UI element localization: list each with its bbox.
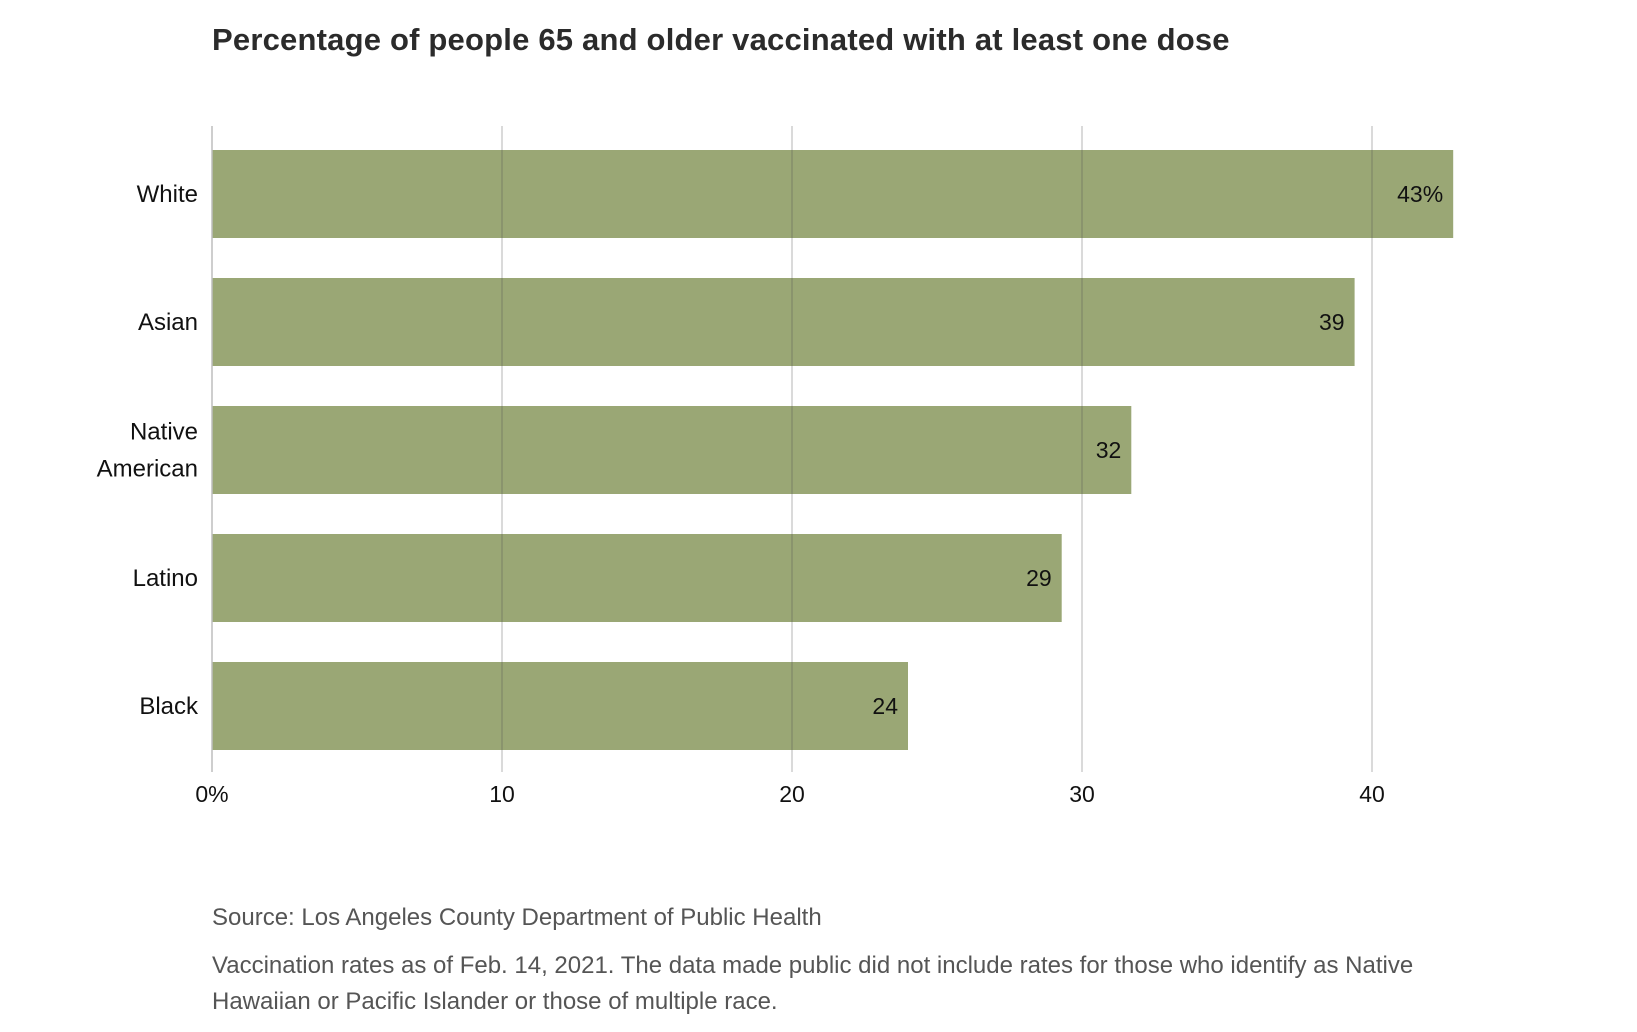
data-label: 29 xyxy=(1026,565,1052,591)
category-label: White xyxy=(137,181,198,208)
data-label: 43% xyxy=(1397,181,1443,207)
x-tick-label: 0% xyxy=(195,781,228,807)
x-tick-labels: 0% 10 20 30 40 xyxy=(195,781,1384,807)
bars xyxy=(212,150,1454,750)
x-tick-label: 40 xyxy=(1359,781,1385,807)
data-label: 39 xyxy=(1319,309,1345,335)
category-label: Black xyxy=(139,693,199,720)
data-label: 24 xyxy=(872,693,898,719)
chart-title: Percentage of people 65 and older vaccin… xyxy=(212,22,1230,57)
x-tick-label: 20 xyxy=(779,781,805,807)
bar-chart: 43% 39 32 29 24 White Asian Native American Lati… xyxy=(97,126,1454,807)
bar xyxy=(212,534,1062,622)
data-note: Vaccination rates as of Feb. 14, 2021. T… xyxy=(212,952,1414,1015)
category-label: Latino xyxy=(133,565,198,592)
category-label: Asian xyxy=(138,309,198,336)
bar xyxy=(212,150,1454,238)
category-label: Native xyxy=(130,419,198,446)
x-tick-label: 10 xyxy=(489,781,515,807)
x-tick-label: 30 xyxy=(1069,781,1095,807)
category-labels: White Asian Native American Latino Black xyxy=(97,181,199,720)
bar xyxy=(212,406,1132,494)
data-label: 32 xyxy=(1096,437,1122,463)
footnotes: Source: Los Angeles County Department of… xyxy=(212,900,1512,1032)
source-note: Source: Los Angeles County Department of… xyxy=(212,904,822,931)
bar xyxy=(212,278,1355,366)
bar xyxy=(212,662,908,750)
data-labels: 43% 39 32 29 24 xyxy=(211,126,1443,772)
category-label: American xyxy=(97,456,198,483)
